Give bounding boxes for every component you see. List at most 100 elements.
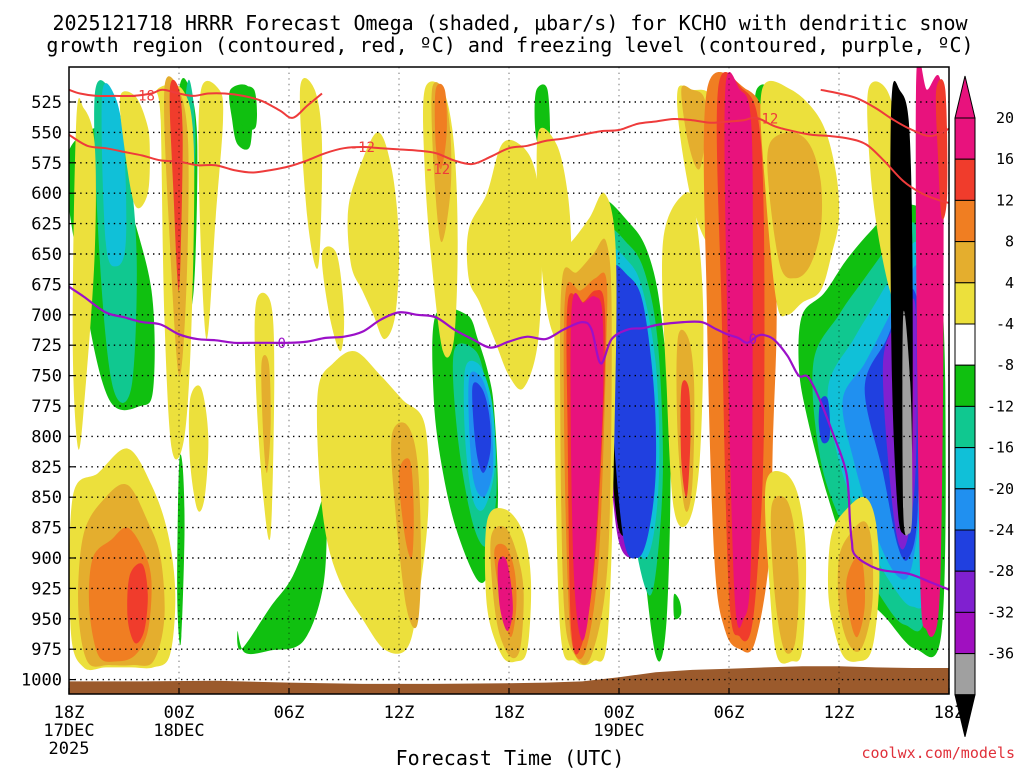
- y-tick-label: 825: [31, 458, 62, 478]
- omega-region-neg-24: [673, 593, 682, 620]
- y-axis: 525 550 575 600 625 650 675 700 725 750 775 800 825 8…: [21, 93, 75, 691]
- omega-region-neg-25: [818, 396, 831, 444]
- colorbar-label: 8: [1005, 233, 1014, 251]
- omega-region-pos-22: [466, 139, 543, 390]
- omega-region-pos-35: [680, 380, 691, 498]
- colorbar-label: 12: [996, 191, 1014, 209]
- colorbar-bin: [954, 364, 976, 407]
- omega-region-neg-16: [607, 264, 657, 559]
- y-tick-label: 875: [31, 519, 62, 539]
- contours: -18 -12 -12 -12 0 0: [69, 88, 949, 591]
- y-tick-label: 925: [31, 579, 62, 599]
- omega-region-pos-47: [846, 556, 866, 638]
- colorbar-label: -24: [987, 521, 1014, 539]
- colorbar-label: -36: [987, 645, 1014, 663]
- y-tick-label: 750: [31, 367, 62, 387]
- colorbar-bin: [954, 199, 976, 243]
- omega-region-pos-50: [935, 79, 948, 220]
- dgz-contour-1: [820, 88, 949, 138]
- omega-region-pos-13: [299, 78, 323, 269]
- y-tick-label: 725: [31, 336, 62, 356]
- dgz-contour-label: -12: [425, 162, 450, 178]
- colorbar-label: 16: [996, 150, 1014, 168]
- y-tick-label: 700: [31, 306, 62, 326]
- colorbar-label: -8: [996, 356, 1014, 374]
- omega-region-pos-5: [198, 80, 224, 340]
- omega-region-pos-49: [915, 67, 944, 637]
- grid-lines: [68, 67, 950, 694]
- y-tick-label: 850: [31, 488, 62, 508]
- colorbar-label: -16: [987, 439, 1014, 457]
- x-tick-label: 12Z: [824, 703, 855, 723]
- omega-region-neg-12: [472, 382, 492, 473]
- x-tick-label: 18DEC: [153, 721, 204, 741]
- x-tick-label: 00Z: [604, 703, 635, 723]
- x-tick-label: 18Z: [494, 703, 525, 723]
- x-tick-label: 19DEC: [593, 721, 644, 741]
- omega-region-pos-42: [767, 132, 823, 279]
- dgz-contour-0: [69, 88, 323, 119]
- credit-text[interactable]: coolwx.com/models: [861, 744, 1015, 762]
- dgz-contour-label: -12: [753, 111, 778, 127]
- omega-region-pos-9: [127, 563, 148, 644]
- y-tick-label: 975: [31, 640, 62, 660]
- y-tick-label: 575: [31, 154, 62, 174]
- omega-region-pos-27: [497, 556, 513, 632]
- omega-region-pos-32: [570, 292, 604, 641]
- colorbar: 20 16 12 8 4 -4 -8 -12 -16 -20 -24 -28 -32 -36: [954, 75, 1014, 737]
- colorbar-bin: [954, 570, 976, 613]
- colorbar-label: 20: [996, 109, 1014, 127]
- omega-region-neg-2: [101, 83, 127, 267]
- colorbar-bin: [954, 611, 976, 655]
- colorbar-bin: [954, 323, 976, 366]
- y-tick-label: 550: [31, 123, 62, 143]
- x-tick-label: 2025: [49, 739, 90, 759]
- colorbar-bin: [954, 488, 976, 531]
- colorbar-bin: [954, 158, 976, 201]
- y-tick-label: 900: [31, 549, 62, 569]
- x-axis-label: Forecast Time (UTC): [396, 746, 625, 768]
- x-tick-label: 17DEC: [43, 721, 94, 741]
- omega-region-pos-44: [770, 495, 799, 654]
- colorbar-arrow-top: [954, 75, 976, 119]
- y-tick-label: 1000: [21, 671, 62, 691]
- x-tick-label: 06Z: [714, 703, 745, 723]
- x-tick-label: 18Z: [54, 703, 85, 723]
- x-tick-label: 18Z: [934, 703, 965, 723]
- omega-region-pos-0: [72, 97, 96, 450]
- colorbar-label: -28: [987, 562, 1014, 580]
- y-tick-label: 600: [31, 184, 62, 204]
- omega-region-pos-14: [321, 246, 345, 352]
- omega-region-neg-6: [177, 454, 185, 646]
- y-tick-label: 800: [31, 427, 62, 447]
- colorbar-label: 4: [1005, 274, 1014, 292]
- dgz-contour-2: [69, 116, 949, 204]
- colorbar-bin: [954, 117, 976, 160]
- omega-region-pos-37: [681, 85, 708, 170]
- colorbar-label: -32: [987, 603, 1014, 621]
- colorbar-label: -4: [996, 315, 1014, 333]
- y-tick-label: 950: [31, 610, 62, 630]
- omega-region-pos-18: [398, 458, 414, 559]
- omega-region-pos-40: [724, 71, 753, 628]
- colorbar-bin: [954, 447, 976, 490]
- colorbar-bin: [954, 405, 976, 449]
- colorbar-label: -20: [987, 480, 1014, 498]
- omega-region-pos-4: [169, 79, 183, 292]
- omega-region-pos-1: [119, 91, 150, 209]
- omega-region-pos-15: [347, 132, 400, 340]
- freezing-level-contour: [69, 285, 949, 591]
- colorbar-label: -12: [987, 397, 1014, 415]
- omega-region-pos-21: [434, 83, 447, 170]
- omega-region-neg-7: [237, 494, 327, 655]
- y-tick-label: 675: [31, 275, 62, 295]
- y-tick-label: 650: [31, 245, 62, 265]
- dgz-contour-label: -18: [130, 88, 155, 104]
- freezing-level-label: 0: [749, 332, 757, 348]
- omega-region-pos-12: [261, 355, 271, 474]
- plot-area: [69, 67, 949, 694]
- x-tick-label: 12Z: [384, 703, 415, 723]
- chart-title-line2: growth region (contoured, red, ºC) and f…: [46, 33, 973, 57]
- freezing-level-label: 0: [277, 336, 285, 352]
